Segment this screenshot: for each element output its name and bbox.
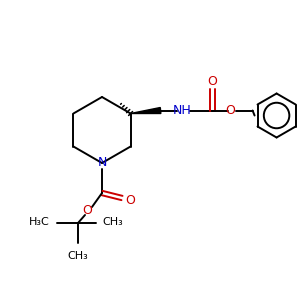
Text: N: N bbox=[97, 157, 107, 169]
Text: O: O bbox=[82, 203, 92, 217]
Text: H₃C: H₃C bbox=[29, 217, 50, 227]
Text: NH: NH bbox=[173, 104, 192, 117]
Text: O: O bbox=[208, 75, 218, 88]
Polygon shape bbox=[130, 107, 161, 113]
Text: O: O bbox=[226, 104, 236, 117]
Text: CH₃: CH₃ bbox=[102, 217, 123, 227]
Text: O: O bbox=[125, 194, 135, 206]
Text: CH₃: CH₃ bbox=[68, 251, 88, 261]
